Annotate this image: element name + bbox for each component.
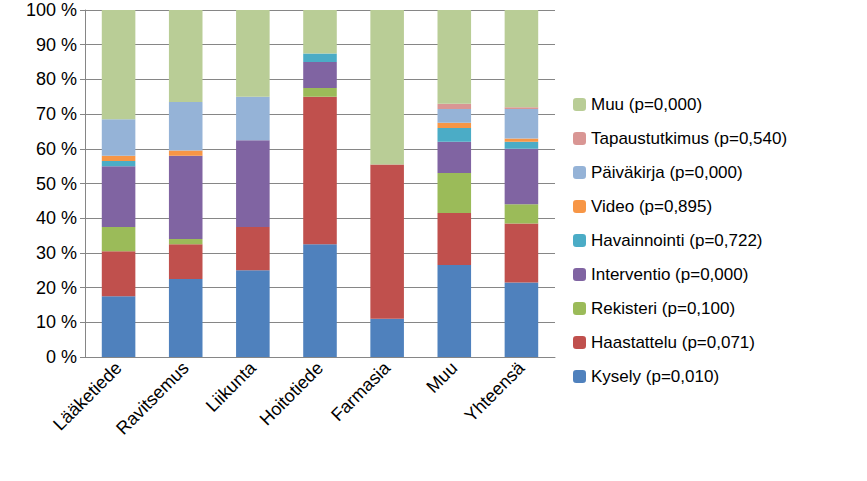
svg-text:Rekisteri (p=0,100): Rekisteri (p=0,100) xyxy=(591,299,735,318)
svg-text:Video (p=0,895): Video (p=0,895) xyxy=(591,197,712,216)
svg-text:Farmasia: Farmasia xyxy=(327,358,394,425)
svg-text:Päiväkirja (p=0,000): Päiväkirja (p=0,000) xyxy=(591,163,743,182)
svg-text:Muu (p=0,000): Muu (p=0,000) xyxy=(591,95,702,114)
svg-text:30 %: 30 % xyxy=(36,243,77,263)
svg-text:20 %: 20 % xyxy=(36,278,77,298)
svg-text:Kysely (p=0,010): Kysely (p=0,010) xyxy=(591,367,719,386)
svg-text:Yhteensä: Yhteensä xyxy=(461,358,529,426)
svg-text:10 %: 10 % xyxy=(36,312,77,332)
svg-text:Lääketiede: Lääketiede xyxy=(49,357,126,435)
svg-text:50 %: 50 % xyxy=(36,174,77,194)
svg-text:Liikunta: Liikunta xyxy=(202,358,260,416)
svg-text:60 %: 60 % xyxy=(36,139,77,159)
svg-text:Ravitsemus: Ravitsemus xyxy=(112,358,193,439)
svg-text:Hoitotiede: Hoitotiede xyxy=(256,358,327,429)
svg-text:Interventio (p=0,000): Interventio (p=0,000) xyxy=(591,265,748,284)
svg-text:70 %: 70 % xyxy=(36,104,77,124)
svg-text:Tapaustutkimus (p=0,540): Tapaustutkimus (p=0,540) xyxy=(591,129,787,148)
svg-text:90 %: 90 % xyxy=(36,35,77,55)
svg-text:Havainnointi (p=0,722): Havainnointi (p=0,722) xyxy=(591,231,763,250)
svg-text:0 %: 0 % xyxy=(46,347,77,367)
svg-text:Haastattelu (p=0,071): Haastattelu (p=0,071) xyxy=(591,333,755,352)
svg-text:40 %: 40 % xyxy=(36,208,77,228)
svg-text:100 %: 100 % xyxy=(26,0,77,20)
svg-text:80 %: 80 % xyxy=(36,69,77,89)
svg-text:Muu: Muu xyxy=(422,358,461,397)
